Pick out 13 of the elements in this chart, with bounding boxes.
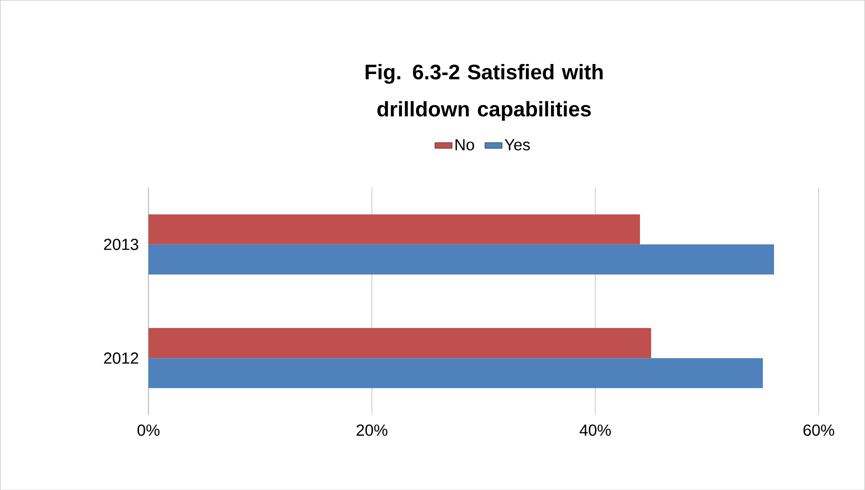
x-tick-label: 20% xyxy=(356,424,388,436)
x-tick-label: 60% xyxy=(803,424,834,436)
y-tick-label: 2013 xyxy=(104,238,138,250)
x-tick-label: 0% xyxy=(138,424,160,436)
legend-label: No xyxy=(456,139,474,150)
x-tick-label: 40% xyxy=(580,424,611,436)
bar xyxy=(148,358,763,388)
bar xyxy=(148,328,652,358)
legend-label: Yes xyxy=(504,139,530,150)
y-tick-label: 2012 xyxy=(104,352,138,364)
chart-title: Fig. 6.3-2 Satisfied with drilldown capabilities xyxy=(366,64,603,121)
bar xyxy=(148,214,640,244)
bar xyxy=(148,244,774,274)
